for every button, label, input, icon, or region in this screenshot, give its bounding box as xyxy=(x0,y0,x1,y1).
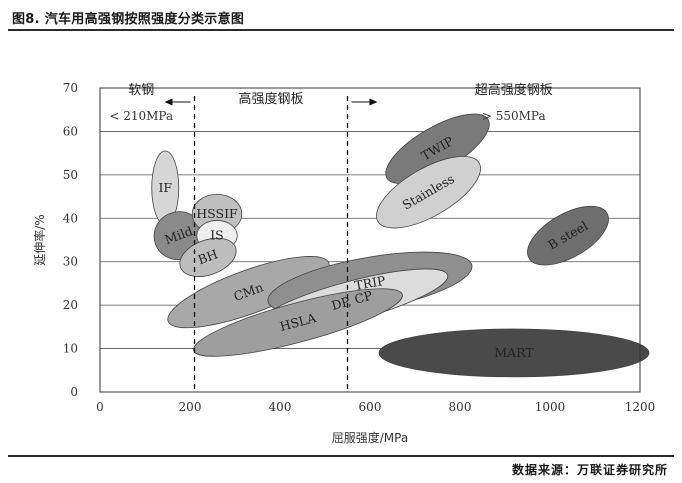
y-tick-label: 10 xyxy=(63,342,78,356)
tick-labels: 0 200 400 600 800 1000 1200 0 10 20 30 40 50 60 70 xyxy=(63,81,656,414)
ellipse-label: BH xyxy=(196,246,220,267)
x-tick-label: 800 xyxy=(449,400,472,414)
data-source: 数据来源：万联证券研究所 xyxy=(511,463,668,477)
ellipse-cmn xyxy=(167,256,330,329)
ellipse-label: TRIP xyxy=(353,273,386,293)
right-arrowhead-icon xyxy=(369,98,378,106)
ellipse-b-steel xyxy=(527,205,609,266)
x-tick-label: 200 xyxy=(179,400,202,414)
region-soft-range: < 210MPa xyxy=(109,109,173,123)
boundary-lines xyxy=(193,96,349,392)
y-tick-label: 70 xyxy=(63,81,78,95)
ellipse-label: IF xyxy=(158,180,172,195)
plot-frame xyxy=(99,87,641,393)
y-tick-label: 40 xyxy=(63,211,78,225)
ellipse-label: MART xyxy=(494,345,534,360)
ellipse-hsla xyxy=(193,288,403,357)
ellipse-label: IS xyxy=(210,228,224,243)
x-tick-label: 400 xyxy=(269,400,292,414)
ellipse-bh xyxy=(179,237,237,277)
y-tick-label: 20 xyxy=(63,298,78,312)
region-uhs-range: > 550MPa xyxy=(482,109,546,123)
ellipse-layer xyxy=(151,113,650,378)
ellipse-mart xyxy=(378,328,650,378)
ellipse-label: HSSIF xyxy=(196,206,238,221)
title-bar: 图8. 汽车用高强钢按照强度分类示意图 xyxy=(8,6,674,28)
ellipse-stainless xyxy=(376,156,481,229)
region-uhs-label: 超高强度钢板 xyxy=(475,82,553,98)
x-axis-label: 屈服强度/MPa xyxy=(332,430,408,445)
region-hs-label: 高强度钢板 xyxy=(238,91,303,107)
y-tick-label: 30 xyxy=(63,255,78,269)
region-annotations: 软钢 < 210MPa 高强度钢板 超高强度钢板 > 550MPa xyxy=(109,82,552,123)
y-axis-label: 延伸率/% xyxy=(32,214,47,265)
x-tick-label: 600 xyxy=(359,400,382,414)
figure-title: 图8. 汽车用高强钢按照强度分类示意图 xyxy=(12,12,245,27)
bottom-rule xyxy=(8,455,674,457)
x-tick-label: 0 xyxy=(96,400,104,414)
top-rule xyxy=(8,29,674,31)
x-tick-label: 1200 xyxy=(625,400,656,414)
y-tick-label: 0 xyxy=(70,385,78,399)
y-tick-label: 50 xyxy=(63,168,78,182)
region-soft-label: 软钢 xyxy=(128,83,154,98)
left-arrowhead-icon xyxy=(164,98,173,106)
x-tick-label: 1000 xyxy=(535,400,566,414)
y-tick-label: 60 xyxy=(63,124,78,138)
